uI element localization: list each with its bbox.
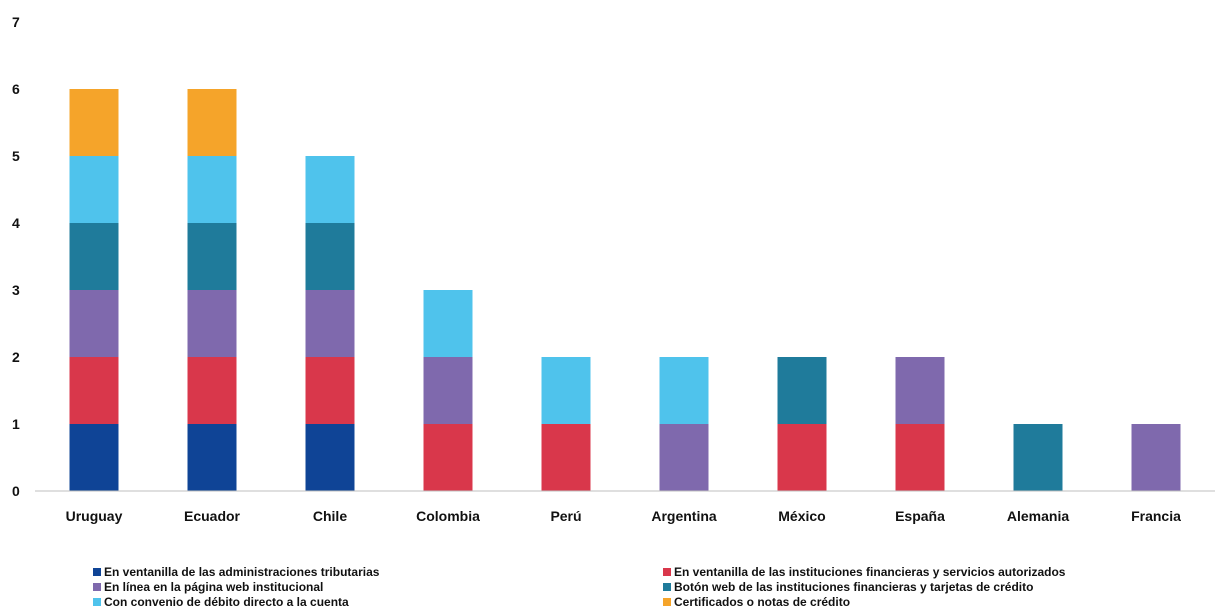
bar-6-series-3 xyxy=(777,357,827,424)
bar-0-series-0 xyxy=(69,424,119,491)
bar-5-series-4 xyxy=(659,357,709,424)
bar-1-series-2 xyxy=(187,290,237,357)
x-tick-label-8: Alemania xyxy=(1007,508,1069,524)
bar-7-series-1 xyxy=(895,424,945,491)
bars-group xyxy=(69,89,1181,491)
bar-1-series-1 xyxy=(187,357,237,424)
bar-9-series-2 xyxy=(1131,424,1181,491)
bar-4-series-4 xyxy=(541,357,591,424)
bar-0-series-4 xyxy=(69,156,119,223)
y-axis-ticks: 0 1 2 3 4 5 6 7 xyxy=(12,14,20,499)
x-tick-label-1: Ecuador xyxy=(184,508,241,524)
bar-4-series-1 xyxy=(541,424,591,491)
bar-0-series-1 xyxy=(69,357,119,424)
bar-1-series-3 xyxy=(187,223,237,290)
y-tick-label-5: 5 xyxy=(12,148,20,164)
y-tick-label-7: 7 xyxy=(12,14,20,30)
bar-0-series-5 xyxy=(69,89,119,156)
bar-3-series-2 xyxy=(423,357,473,424)
bar-2-series-2 xyxy=(305,290,355,357)
bar-3-series-4 xyxy=(423,290,473,357)
bar-0-series-2 xyxy=(69,290,119,357)
y-tick-label-2: 2 xyxy=(12,349,20,365)
bar-1-series-4 xyxy=(187,156,237,223)
x-tick-label-2: Chile xyxy=(313,508,347,524)
bar-1-series-5 xyxy=(187,89,237,156)
bar-5-series-2 xyxy=(659,424,709,491)
x-tick-label-4: Perú xyxy=(550,508,581,524)
bar-2-series-4 xyxy=(305,156,355,223)
y-tick-label-0: 0 xyxy=(12,483,20,499)
x-tick-label-6: México xyxy=(778,508,825,524)
x-axis-ticks: Uruguay Ecuador Chile Colombia Perú Argentina… xyxy=(66,508,1182,524)
bar-2-series-0 xyxy=(305,424,355,491)
x-tick-label-5: Argentina xyxy=(651,508,717,524)
bar-3-series-1 xyxy=(423,424,473,491)
bar-8-series-3 xyxy=(1013,424,1063,491)
x-tick-label-7: España xyxy=(895,508,945,524)
y-tick-label-4: 4 xyxy=(12,215,20,231)
bar-2-series-3 xyxy=(305,223,355,290)
x-tick-label-9: Francia xyxy=(1131,508,1181,524)
y-tick-label-3: 3 xyxy=(12,282,20,298)
bar-2-series-1 xyxy=(305,357,355,424)
x-tick-label-3: Colombia xyxy=(416,508,480,524)
bar-1-series-0 xyxy=(187,424,237,491)
bar-7-series-2 xyxy=(895,357,945,424)
bar-6-series-1 xyxy=(777,424,827,491)
y-tick-label-1: 1 xyxy=(12,416,20,432)
y-tick-label-6: 6 xyxy=(12,81,20,97)
bar-0-series-3 xyxy=(69,223,119,290)
x-tick-label-0: Uruguay xyxy=(66,508,123,524)
